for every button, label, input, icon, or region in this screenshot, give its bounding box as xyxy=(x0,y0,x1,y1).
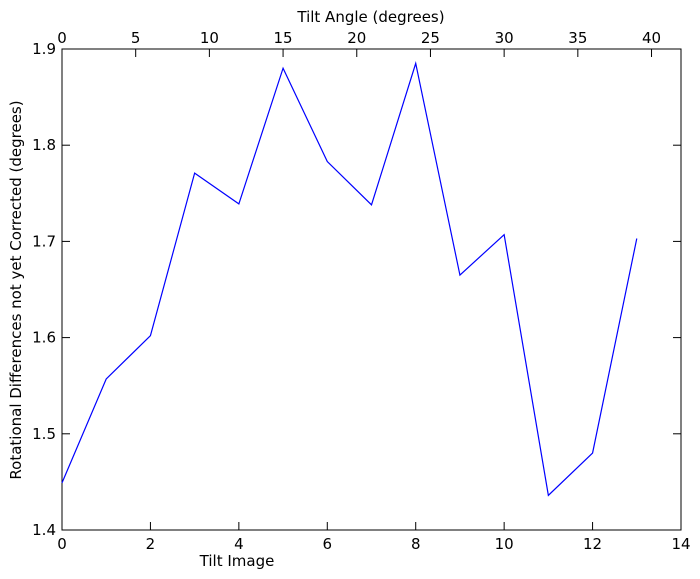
x-tick-label: 2 xyxy=(146,535,156,553)
y-axis-ticks: 1.4 1.5 1.6 1.7 1.8 1.9 xyxy=(32,40,681,539)
x-axis-ticks: 0 2 4 6 8 10 12 14 xyxy=(57,522,691,553)
y-axis-title: Rotational Differences not yet Corrected… xyxy=(7,100,25,479)
top-tick-label: 40 xyxy=(642,29,661,47)
top-tick-label: 15 xyxy=(274,29,293,47)
top-tick-label: 20 xyxy=(347,29,366,47)
y-tick-label: 1.6 xyxy=(32,329,56,347)
plot-area xyxy=(61,48,682,531)
x-tick-label: 4 xyxy=(234,535,244,553)
top-tick-label: 35 xyxy=(568,29,587,47)
x-axis-title: Tilt Image xyxy=(199,552,275,570)
y-tick-label: 1.4 xyxy=(32,521,56,539)
y-tick-label: 1.9 xyxy=(32,40,56,58)
top-tick-label: 25 xyxy=(421,29,440,47)
plot-frame xyxy=(61,48,682,531)
x-tick-label: 14 xyxy=(671,535,690,553)
top-axis-ticks: 0 5 10 15 20 25 30 35 40 xyxy=(57,29,661,57)
series-line xyxy=(61,61,638,497)
top-tick-label: 5 xyxy=(131,29,141,47)
y-tick-label: 1.5 xyxy=(32,425,56,443)
y-tick-label: 1.8 xyxy=(32,136,56,154)
x-tick-label: 6 xyxy=(323,535,333,553)
y-tick-label: 1.7 xyxy=(32,232,56,250)
top-tick-label: 30 xyxy=(495,29,514,47)
x-tick-label: 12 xyxy=(583,535,602,553)
x-tick-label: 0 xyxy=(57,535,67,553)
top-tick-label: 0 xyxy=(57,29,67,47)
x-tick-label: 8 xyxy=(411,535,421,553)
top-tick-label: 10 xyxy=(200,29,219,47)
top-axis-title: Tilt Angle (degrees) xyxy=(296,8,444,26)
x-tick-label: 10 xyxy=(495,535,514,553)
